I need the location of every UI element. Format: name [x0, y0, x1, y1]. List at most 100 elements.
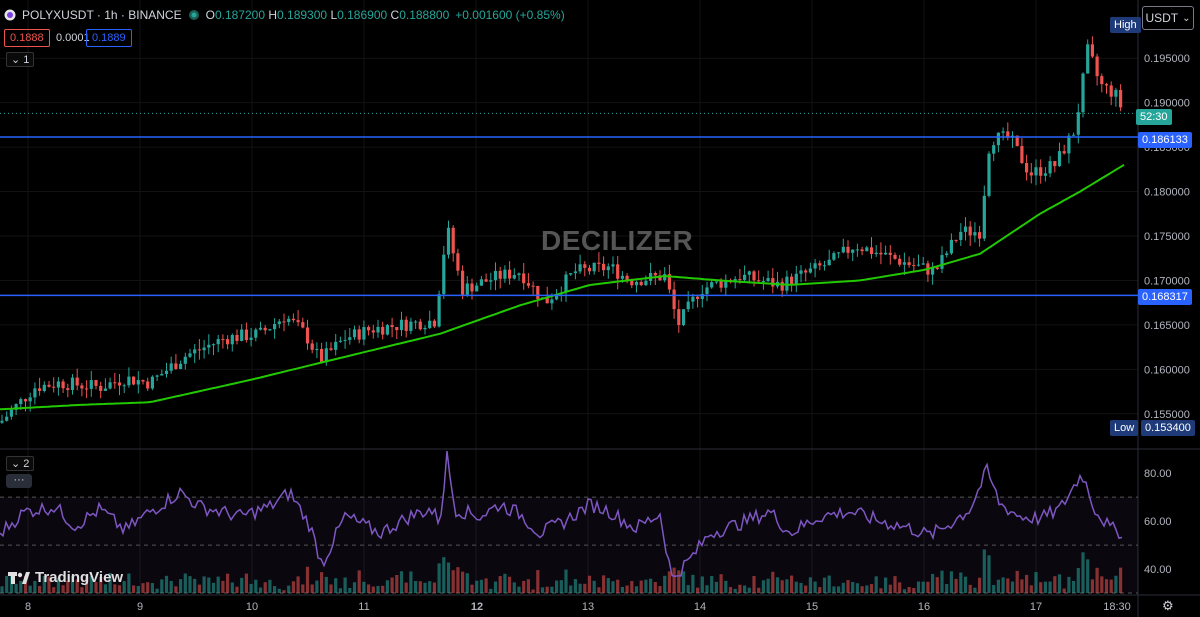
candle-body: [207, 344, 211, 348]
volume-bar: [1029, 585, 1033, 593]
polygon-logo-icon: [4, 9, 16, 21]
candle-body: [390, 325, 394, 328]
volume-bar: [1039, 582, 1043, 593]
volume-bar: [456, 567, 460, 593]
tradingview-brand[interactable]: TradingView: [8, 569, 123, 586]
volume-bar: [428, 581, 432, 593]
horizontal-lines[interactable]: [0, 112, 1138, 297]
volume-bar: [719, 574, 723, 593]
candle-body: [794, 273, 798, 285]
volume-bar: [371, 586, 375, 593]
volume-bar: [1006, 578, 1010, 593]
rsi-tick-label: 40.00: [1144, 564, 1172, 576]
candle-body: [301, 322, 305, 328]
candle-body: [898, 258, 902, 265]
candle-body: [954, 239, 958, 241]
candle-body: [75, 377, 79, 386]
volume-bar: [244, 573, 248, 593]
volume-bar: [357, 570, 361, 593]
volume-bar: [334, 578, 338, 593]
candle-body: [352, 329, 357, 338]
candle-body: [456, 253, 460, 271]
candle-body: [0, 420, 4, 423]
candle-body: [155, 375, 159, 377]
volume-bar: [832, 586, 836, 593]
volume-bar: [343, 577, 347, 593]
volume-bar: [846, 580, 850, 593]
candle-body: [677, 309, 681, 326]
volume-bar: [874, 576, 878, 593]
volume-bar: [827, 575, 831, 593]
candle-body: [949, 239, 953, 254]
rsi-tick-label: 60.00: [1144, 516, 1172, 528]
price-tick-label: 0.170000: [1144, 275, 1190, 287]
pane2-toggle[interactable]: ⌄ 2: [6, 456, 35, 471]
candle-body: [47, 384, 51, 387]
candle-body: [888, 252, 892, 255]
candle-body: [658, 275, 662, 281]
volume-bar: [0, 586, 4, 593]
volume-bar: [954, 578, 958, 593]
volume-bar: [653, 581, 657, 593]
volume-bar: [489, 588, 493, 593]
volume-bar: [226, 573, 230, 593]
volume-bar: [1048, 581, 1052, 593]
volume-bar: [569, 585, 573, 593]
volume-bar: [555, 580, 559, 593]
volume-bar: [545, 586, 549, 593]
candle-body: [841, 246, 845, 253]
line2-price-tag[interactable]: 0.168317: [1138, 289, 1192, 305]
volume-bar: [183, 573, 187, 593]
line1-price-tag[interactable]: 0.186133: [1138, 132, 1192, 148]
candle-body: [884, 252, 888, 255]
volume-bar: [564, 569, 568, 593]
candle-body: [254, 329, 258, 338]
currency-button[interactable]: USDT ⌄: [1142, 6, 1194, 30]
candle-body: [592, 262, 596, 272]
countdown-tag: 52:30: [1136, 109, 1172, 125]
open-value: 0.187200: [214, 8, 266, 22]
candle-body: [761, 281, 765, 283]
candle-body: [968, 226, 972, 236]
candle-body: [799, 270, 803, 274]
candle-body: [959, 231, 963, 240]
time-tick-label: 15: [806, 601, 818, 613]
candle-body: [329, 348, 333, 350]
volume-bar: [315, 580, 319, 593]
volume-bar: [240, 577, 244, 593]
candle-body: [1109, 85, 1113, 97]
gear-icon[interactable]: ⚙: [1162, 598, 1174, 613]
volume-bar: [1095, 567, 1099, 593]
volume-bar: [818, 587, 822, 593]
bid-price-box[interactable]: 0.1888: [4, 29, 50, 47]
volume-bar: [42, 576, 46, 593]
volume-bar: [790, 575, 794, 593]
volume-bar: [211, 582, 216, 593]
rsi-line: [0, 451, 1123, 578]
ask-price-box[interactable]: 0.1889: [86, 29, 132, 47]
volume-bar: [1072, 580, 1076, 593]
candle-body: [381, 326, 385, 335]
volume-bar: [99, 577, 103, 593]
low-tag: Low: [1110, 420, 1139, 436]
time-tick-label: 11: [358, 601, 369, 613]
volume-bar: [1119, 567, 1123, 593]
candle-body: [569, 273, 573, 275]
pane1-toggle[interactable]: ⌄ 1: [6, 52, 35, 67]
volume-bar: [85, 577, 89, 593]
volume-bar: [837, 586, 841, 593]
more-options-button[interactable]: ···: [6, 474, 32, 488]
candle-body: [1053, 161, 1057, 167]
candle-body: [146, 381, 150, 389]
candle-body: [414, 321, 418, 323]
chevron-down-icon: ⌄: [1182, 12, 1191, 24]
candle-body: [484, 279, 488, 282]
volume-bar: [146, 582, 150, 593]
candle-body: [996, 132, 1000, 146]
symbol-title[interactable]: POLYXUSDT · 1h · BINANCE: [22, 8, 182, 22]
candle-body: [461, 270, 465, 295]
candle-body: [1020, 146, 1024, 163]
volume-bar: [667, 571, 671, 593]
price-tick-label: 0.195000: [1144, 53, 1190, 65]
